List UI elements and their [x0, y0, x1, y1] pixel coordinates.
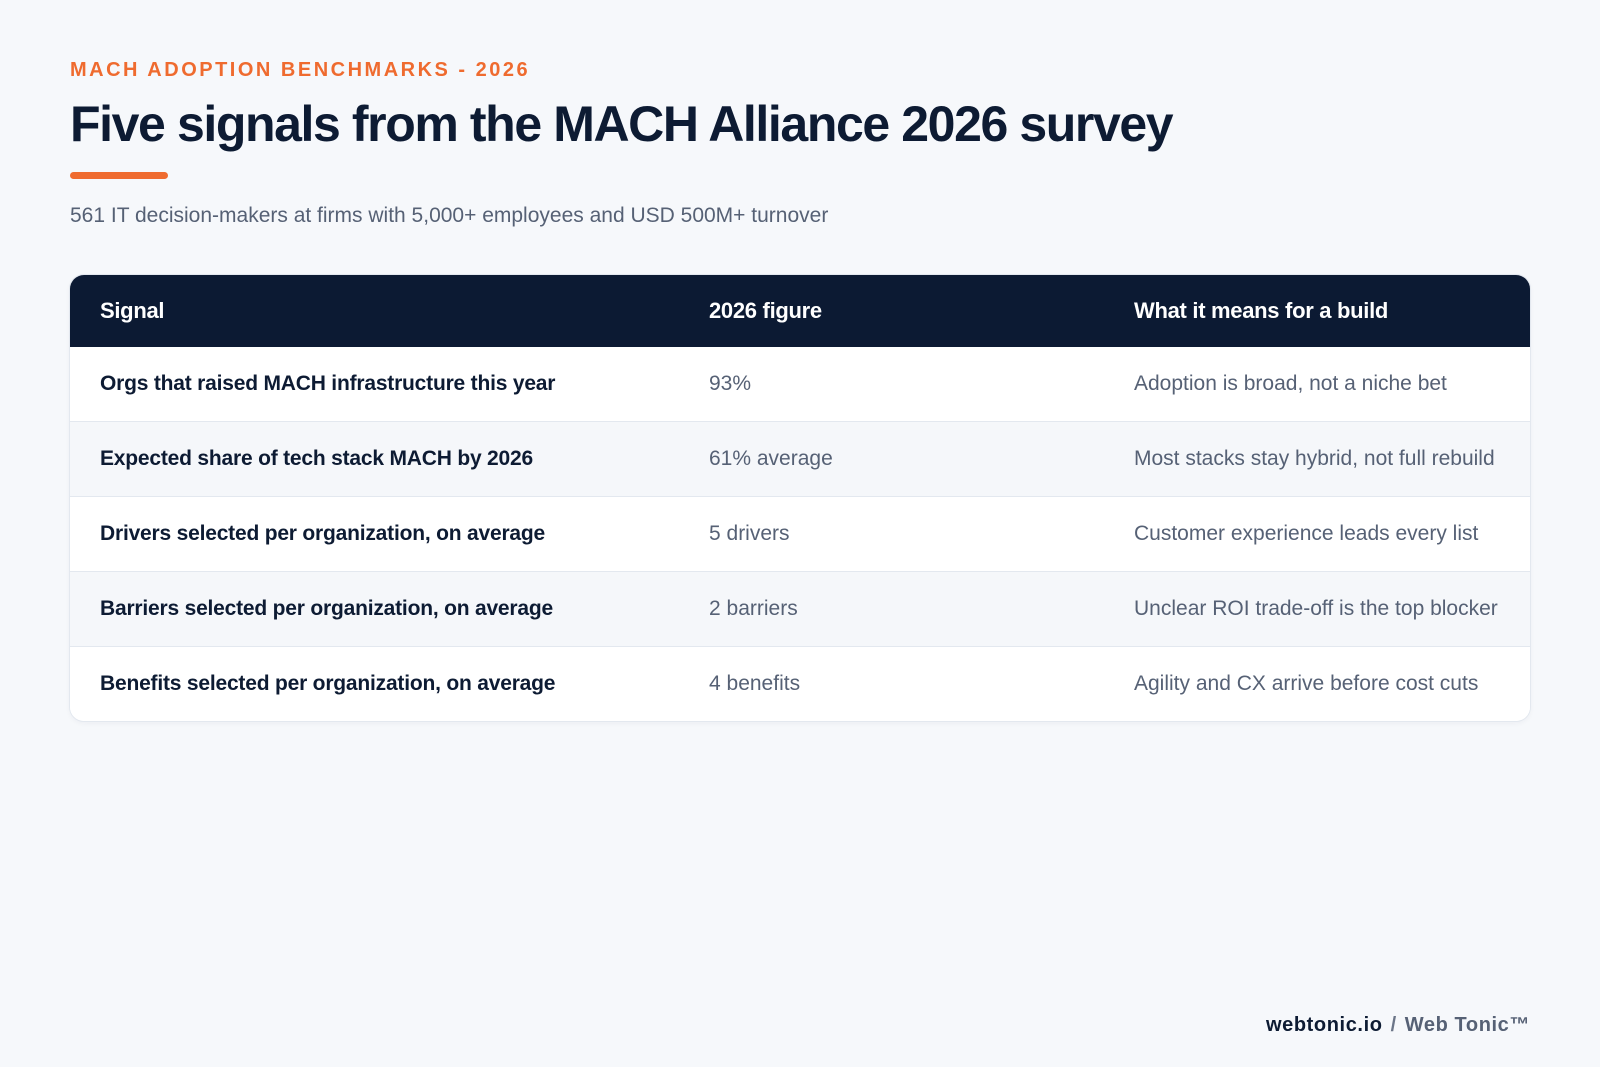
figure-cell: 93% — [709, 372, 752, 395]
page-content: MACH ADOPTION BENCHMARKS - 2026 Five sig… — [70, 56, 1530, 721]
column-header-meaning: What it means for a build — [1134, 298, 1389, 323]
table-row: Expected share of tech stack MACH by 202… — [70, 421, 1530, 497]
signal-cell: Expected share of tech stack MACH by 202… — [70, 421, 679, 497]
footer-separator: / — [1390, 1014, 1397, 1036]
meaning-cell: Customer experience leads every list — [1104, 496, 1530, 572]
table-row: Barriers selected per organization, on a… — [70, 571, 1530, 647]
signal-cell: Orgs that raised MACH infrastructure thi… — [100, 372, 556, 395]
figure-cell: 5 drivers — [679, 496, 1104, 572]
table-row: Orgs that raised MACH infrastructure thi… — [70, 347, 1530, 422]
signal-cell: Drivers selected per organization, on av… — [70, 496, 679, 572]
footer-domain: webtonic.io — [1265, 1014, 1383, 1036]
accent-underline — [70, 172, 168, 179]
signals-table: Signal 2026 figure What it means for a b… — [70, 275, 1530, 721]
figure-cell: 2 barriers — [679, 571, 1104, 647]
table-row: Drivers selected per organization, on av… — [70, 496, 1530, 572]
signal-cell: Barriers selected per organization, on a… — [70, 571, 679, 647]
signals-table-card: Signal 2026 figure What it means for a b… — [70, 275, 1530, 721]
table-body: Orgs that raised MACH infrastructure thi… — [70, 347, 1530, 721]
table-header-row: Signal 2026 figure What it means for a b… — [70, 275, 1530, 347]
footer-credit: webtonic.io / Web Tonic™ — [1266, 1012, 1530, 1038]
figure-cell: 4 benefits — [679, 646, 1104, 721]
meaning-cell: Most stacks stay hybrid, not full rebuil… — [1104, 421, 1530, 497]
footer-brand: Web Tonic™ — [1404, 1014, 1530, 1036]
meaning-cell: Adoption is broad, not a niche bet — [1134, 372, 1447, 395]
eyebrow-label: MACH ADOPTION BENCHMARKS - 2026 — [70, 59, 531, 81]
table-header: Signal 2026 figure What it means for a b… — [70, 275, 1530, 347]
signal-cell: Benefits selected per organization, on a… — [70, 646, 679, 721]
meaning-cell: Agility and CX arrive before cost cuts — [1104, 646, 1530, 721]
figure-cell: 61% average — [679, 421, 1104, 497]
column-header-signal: Signal — [100, 298, 165, 323]
meaning-cell: Unclear ROI trade-off is the top blocker — [1104, 571, 1530, 647]
column-header-figure: 2026 figure — [709, 298, 822, 323]
table-row: Benefits selected per organization, on a… — [70, 646, 1530, 721]
page-title: Five signals from the MACH Alliance 2026… — [70, 96, 1174, 152]
page-subtitle: 561 IT decision-makers at firms with 5,0… — [70, 204, 829, 227]
